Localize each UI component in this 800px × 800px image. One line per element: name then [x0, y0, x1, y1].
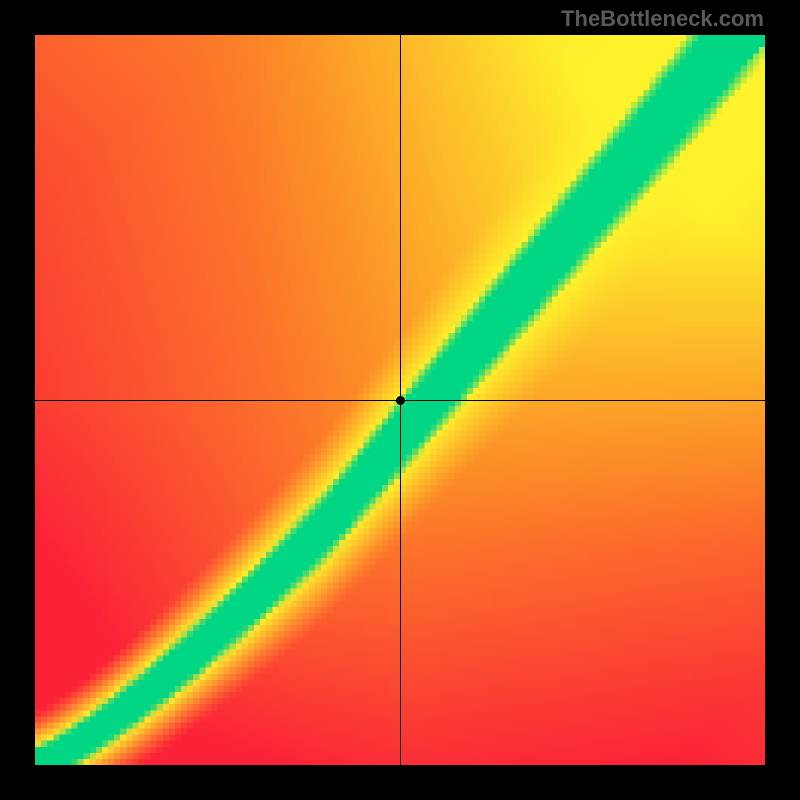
watermark-text: TheBottleneck.com [561, 6, 764, 32]
chart-container: TheBottleneck.com [0, 0, 800, 800]
crosshair-dot [396, 396, 405, 405]
